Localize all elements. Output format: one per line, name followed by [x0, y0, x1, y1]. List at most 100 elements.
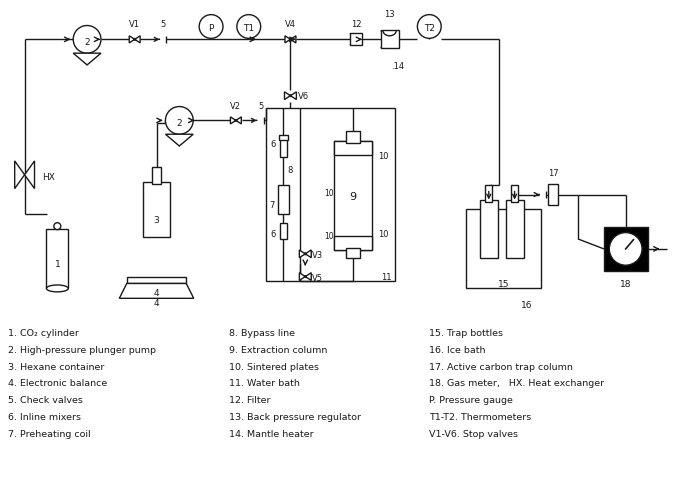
Bar — [346, 248, 360, 258]
Bar — [506, 201, 523, 258]
Text: HX: HX — [42, 173, 55, 182]
Bar — [548, 184, 558, 206]
Text: 16: 16 — [521, 300, 532, 310]
Circle shape — [610, 233, 642, 265]
Polygon shape — [25, 162, 34, 189]
Bar — [334, 237, 372, 251]
Circle shape — [304, 276, 306, 278]
Bar — [346, 132, 360, 144]
Text: T1: T1 — [243, 24, 254, 33]
Circle shape — [289, 96, 292, 97]
Polygon shape — [299, 251, 306, 258]
Bar — [466, 210, 541, 289]
Text: 4: 4 — [153, 299, 160, 308]
Polygon shape — [135, 37, 140, 44]
Bar — [278, 185, 289, 215]
Polygon shape — [290, 37, 296, 44]
Text: 12: 12 — [351, 21, 361, 29]
Text: 11: 11 — [382, 272, 392, 281]
Bar — [266, 109, 395, 281]
Text: P: P — [208, 24, 214, 33]
Text: T1-T2. Thermometers: T1-T2. Thermometers — [429, 412, 532, 421]
Text: 5. Check valves: 5. Check valves — [8, 396, 83, 404]
Text: 10: 10 — [377, 229, 388, 238]
Bar — [279, 136, 288, 141]
Text: 17: 17 — [548, 168, 558, 178]
Circle shape — [304, 253, 306, 255]
Polygon shape — [230, 118, 236, 125]
Ellipse shape — [47, 286, 68, 292]
Circle shape — [166, 108, 193, 135]
Text: 4. Electronic balance: 4. Electronic balance — [8, 379, 107, 387]
Text: 9. Extraction column: 9. Extraction column — [229, 345, 327, 354]
Text: 14. Mantle heater: 14. Mantle heater — [229, 429, 314, 438]
Bar — [486, 185, 493, 203]
Text: 6: 6 — [270, 229, 275, 238]
Circle shape — [237, 15, 261, 39]
Text: 10: 10 — [377, 152, 388, 161]
Circle shape — [54, 223, 61, 230]
Text: V1: V1 — [129, 21, 140, 29]
Text: 7: 7 — [269, 201, 275, 209]
Text: 17. Active carbon trap column: 17. Active carbon trap column — [429, 362, 573, 371]
Text: V5: V5 — [312, 274, 323, 282]
Text: 1. CO₂ cylinder: 1. CO₂ cylinder — [8, 328, 79, 337]
Bar — [280, 140, 287, 157]
Text: 5: 5 — [258, 101, 263, 110]
Bar — [480, 201, 498, 258]
Circle shape — [134, 39, 136, 41]
Text: V2: V2 — [230, 101, 241, 110]
Text: 7. Preheating coil: 7. Preheating coil — [8, 429, 90, 438]
Text: 18: 18 — [620, 279, 632, 288]
Text: 15. Trap bottles: 15. Trap bottles — [429, 328, 503, 337]
Polygon shape — [129, 37, 135, 44]
Text: 10: 10 — [325, 189, 334, 198]
Text: 11. Water bath: 11. Water bath — [229, 379, 300, 387]
Circle shape — [289, 39, 292, 41]
Bar — [381, 31, 399, 49]
Polygon shape — [73, 54, 101, 66]
Text: 6. Inline mixers: 6. Inline mixers — [8, 412, 81, 421]
Bar — [151, 168, 162, 185]
Text: 6: 6 — [270, 139, 275, 148]
Text: V4: V4 — [285, 21, 296, 29]
Text: 15: 15 — [498, 279, 510, 288]
Text: .14: .14 — [392, 62, 405, 71]
Bar — [334, 142, 372, 251]
Bar — [279, 224, 288, 240]
Bar — [350, 35, 362, 46]
Polygon shape — [284, 93, 290, 100]
Text: V3: V3 — [312, 251, 323, 260]
Text: 2: 2 — [84, 38, 90, 47]
Text: 1: 1 — [54, 260, 60, 269]
Text: 2: 2 — [177, 119, 182, 128]
Text: 12. Filter: 12. Filter — [229, 396, 271, 404]
Polygon shape — [299, 273, 306, 281]
Text: V1-V6. Stop valves: V1-V6. Stop valves — [429, 429, 519, 438]
Text: 8: 8 — [288, 166, 292, 175]
Text: P. Pressure gauge: P. Pressure gauge — [429, 396, 513, 404]
Text: V6: V6 — [299, 92, 310, 101]
Polygon shape — [290, 93, 297, 100]
Text: 13. Back pressure regulator: 13. Back pressure regulator — [229, 412, 361, 421]
Polygon shape — [166, 135, 193, 147]
Circle shape — [417, 15, 441, 39]
Polygon shape — [236, 118, 241, 125]
Bar — [334, 142, 372, 156]
Text: 13: 13 — [384, 10, 395, 19]
Text: 16. Ice bath: 16. Ice bath — [429, 345, 486, 354]
Bar — [604, 228, 647, 271]
Text: 10: 10 — [325, 231, 334, 240]
Bar — [127, 277, 186, 284]
Text: 3. Hexane container: 3. Hexane container — [8, 362, 104, 371]
Circle shape — [73, 26, 101, 54]
Polygon shape — [119, 284, 194, 299]
Polygon shape — [306, 251, 311, 258]
Text: 9: 9 — [349, 191, 356, 201]
Polygon shape — [306, 273, 311, 281]
Circle shape — [199, 15, 223, 39]
Text: 8. Bypass line: 8. Bypass line — [229, 328, 295, 337]
Text: 18. Gas meter,   HX. Heat exchanger: 18. Gas meter, HX. Heat exchanger — [429, 379, 604, 387]
Text: T2: T2 — [424, 24, 435, 33]
Text: 4: 4 — [153, 289, 160, 298]
